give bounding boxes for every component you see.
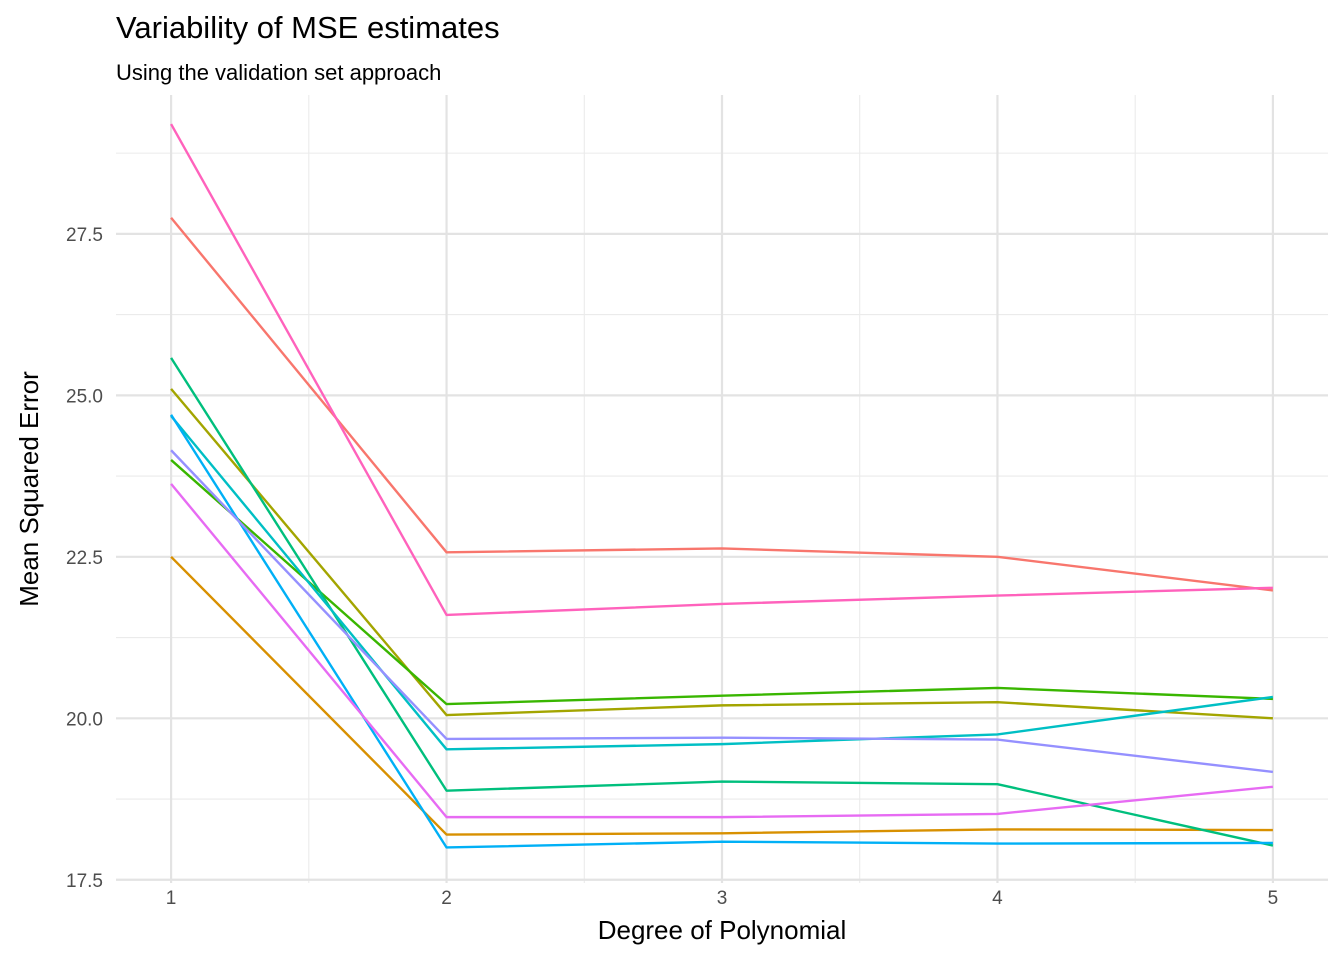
chart-title: Variability of MSE estimates	[116, 10, 500, 45]
series-line-10	[170, 123, 1273, 617]
major-gridlines	[116, 95, 1328, 883]
series-line-6	[170, 415, 1274, 751]
series-line-3	[170, 388, 1273, 720]
y-tick-label: 17.5	[66, 871, 103, 892]
y-tick-label: 25.0	[66, 386, 103, 407]
series-lines	[170, 123, 1274, 849]
series-line-1	[170, 216, 1274, 592]
series-line-9	[170, 483, 1274, 819]
x-tick-label: 1	[166, 888, 177, 909]
y-axis-tick-labels: 17.5 20.0 22.5 25.0 27.5	[66, 225, 103, 892]
y-tick-label: 27.5	[66, 225, 103, 246]
y-axis-label: Mean Squared Error	[14, 371, 44, 607]
y-tick-label: 22.5	[66, 548, 103, 569]
x-axis-tick-labels: 1 2 3 4 5	[166, 888, 1278, 909]
chart-subtitle: Using the validation set approach	[116, 60, 442, 85]
series-line-7	[170, 414, 1273, 849]
series-line-8	[170, 449, 1274, 774]
x-tick-label: 5	[1268, 888, 1279, 909]
x-tick-label: 2	[441, 888, 452, 909]
series-line-4	[170, 459, 1273, 706]
x-tick-label: 3	[717, 888, 728, 909]
y-tick-label: 20.0	[66, 709, 103, 730]
x-tick-label: 4	[992, 888, 1003, 909]
series-line-2	[170, 555, 1273, 836]
x-axis-label: Degree of Polynomial	[598, 915, 847, 945]
